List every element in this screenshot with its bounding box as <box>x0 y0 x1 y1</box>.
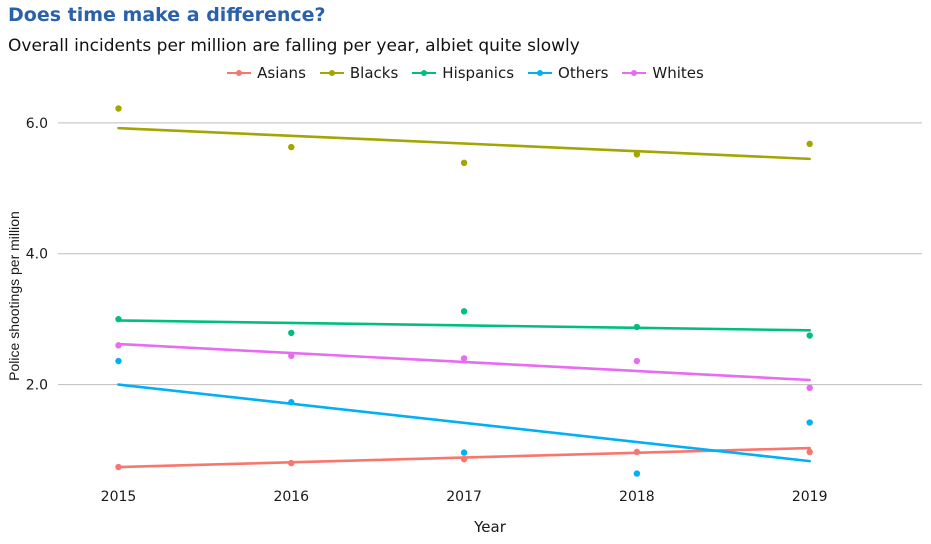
legend-key-blacks <box>319 68 344 78</box>
trend-line-others <box>117 383 811 463</box>
legend-item-whites: Whites <box>622 64 704 82</box>
point-hispanics <box>288 329 295 337</box>
point-whites <box>115 342 122 349</box>
x-tick-label: 2019 <box>792 489 828 505</box>
legend-label-hispanics: Hispanics <box>442 64 515 82</box>
point-blacks <box>806 140 813 148</box>
x-tick-label: 2017 <box>446 489 482 505</box>
legend-item-hispanics: Hispanics <box>412 64 514 82</box>
legend-label-asians: Asians <box>257 64 306 82</box>
legend-item-others: Others <box>528 64 608 82</box>
point-asians <box>633 448 641 456</box>
legend: Asians Blacks Hispanics Others Whites <box>0 64 931 82</box>
point-others <box>460 449 468 456</box>
x-tick-label: 2018 <box>619 489 655 505</box>
legend-key-whites <box>622 68 647 78</box>
legend-key-hispanics <box>412 68 437 78</box>
trend-line-whites <box>117 342 811 382</box>
legend-label-others: Others <box>558 64 609 82</box>
point-whites <box>288 352 295 360</box>
legend-label-blacks: Blacks <box>349 64 399 82</box>
trend-line-hispanics <box>117 319 811 332</box>
point-others <box>115 357 122 365</box>
x-tick-label: 2016 <box>273 489 309 505</box>
chart-title: Does time make a difference? <box>8 4 326 26</box>
grid-lines <box>58 122 922 386</box>
legend-key-others <box>528 68 553 78</box>
point-whites <box>460 355 468 362</box>
legend-item-blacks: Blacks <box>319 64 399 82</box>
x-axis-ticks: 2015 2016 2017 2018 2019 <box>101 489 828 505</box>
point-blacks <box>115 105 122 112</box>
chart-subtitle: Overall incidents per million are fallin… <box>8 36 580 56</box>
point-blacks <box>633 151 641 158</box>
point-whites <box>633 357 641 365</box>
point-asians <box>288 459 295 467</box>
point-asians <box>460 455 468 463</box>
point-hispanics <box>460 308 468 315</box>
point-blacks <box>288 143 295 151</box>
y-tick-label: 6.0 <box>26 116 48 132</box>
point-asians <box>115 463 122 471</box>
point-asians <box>806 448 813 456</box>
point-hispanics <box>633 323 641 331</box>
y-tick-label: 4.0 <box>26 247 48 263</box>
legend-key-asians <box>227 68 252 78</box>
y-axis-label: Police shootings per million <box>6 211 22 381</box>
x-tick-label: 2015 <box>101 489 137 505</box>
data-points <box>115 105 813 477</box>
point-whites <box>806 384 813 392</box>
trend-line-blacks <box>117 126 811 161</box>
y-axis-ticks: 2.0 4.0 6.0 <box>26 116 48 394</box>
y-tick-label: 2.0 <box>26 378 48 394</box>
point-hispanics <box>115 315 122 323</box>
point-blacks <box>460 159 468 167</box>
point-others <box>288 399 295 406</box>
trend-lines <box>117 126 811 469</box>
point-others <box>806 419 813 426</box>
x-axis-label: Year <box>474 518 506 536</box>
point-others <box>633 470 641 477</box>
point-hispanics <box>806 332 813 339</box>
legend-label-whites: Whites <box>652 64 704 82</box>
legend-item-asians: Asians <box>227 64 306 82</box>
